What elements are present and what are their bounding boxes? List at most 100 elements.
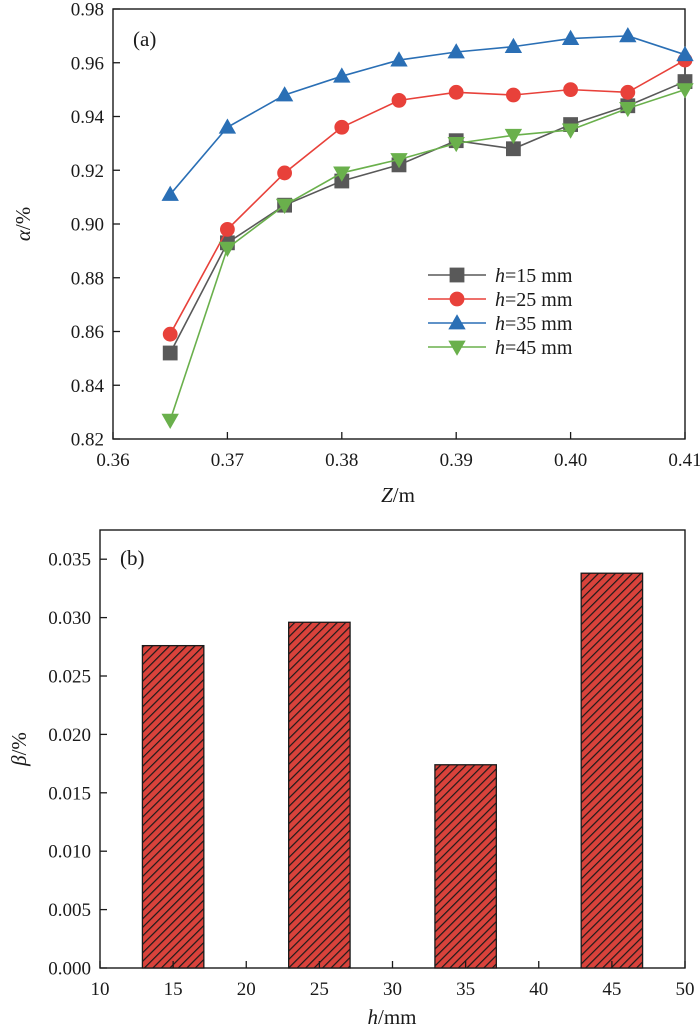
data-point-circle [219, 221, 235, 237]
data-point-circle [449, 291, 465, 307]
bar-h25 [288, 621, 351, 969]
y-tick-label-a: 0.98 [71, 0, 104, 21]
bar-h15 [141, 644, 205, 969]
x-axis-label-b-unit: /mm [378, 1005, 417, 1029]
legend-entry: h=15 mm [428, 265, 573, 287]
x-axis-ticks-b: 10 15 20 25 30 35 40 45 50 [91, 961, 695, 1000]
series-line [169, 59, 686, 335]
legend-label-var: h [495, 337, 505, 359]
data-point-triangle-down [561, 123, 580, 139]
legend-label: h=45 mm [495, 337, 573, 359]
legend-label-rest: =45 mm [505, 337, 573, 359]
x-axis-label-a-unit: /m [393, 483, 415, 507]
y-tick-label-a: 0.88 [71, 268, 104, 289]
data-point-triangle-down [218, 241, 237, 257]
legend-entry: h=25 mm [428, 289, 573, 311]
x-tick-label-a: 0.37 [211, 450, 244, 471]
data-point-triangle-down [448, 340, 466, 356]
series-line [169, 80, 686, 354]
x-tick-label-b: 45 [602, 979, 621, 1000]
legend-label-var: h [495, 265, 505, 287]
data-point-triangle-down [447, 136, 465, 153]
data-point-triangle-up [275, 86, 294, 102]
y-tick-label-a: 0.96 [71, 53, 104, 74]
y-tick-label-b: 0.005 [48, 900, 91, 921]
data-point-square [162, 345, 178, 361]
data-point-triangle-up [390, 51, 408, 67]
legend-label-rest: =25 mm [505, 289, 573, 311]
y-tick-label-a: 0.92 [71, 161, 104, 182]
x-axis-label-a-var: Z [381, 483, 393, 507]
data-point-triangle-down [161, 413, 179, 429]
data-point-triangle-up [448, 314, 466, 330]
line-chart-panel-a: (a) 0.82 0.84 0.86 0.88 0.90 0.92 0.94 0.96 0.98… [11, 0, 700, 507]
x-tick-label-a: 0.41 [668, 450, 700, 471]
bars-b [141, 572, 644, 969]
x-tick-label-b: 35 [456, 979, 475, 1000]
data-point-circle [448, 84, 464, 100]
data-point-triangle-up [619, 27, 637, 43]
x-tick-label-b: 30 [383, 979, 402, 1000]
y-axis-label-a-var: α [11, 229, 35, 241]
series-45mm [161, 83, 694, 429]
series-25mm [162, 52, 693, 342]
data-point-triangle-down [333, 166, 351, 182]
x-tick-label-b: 20 [237, 979, 256, 1000]
y-axis-label-b-var: β [7, 755, 31, 767]
y-tick-label-a: 0.82 [71, 430, 104, 451]
x-tick-label-b: 25 [310, 979, 329, 1000]
data-point-circle [391, 92, 407, 108]
x-tick-label-a: 0.40 [554, 450, 587, 471]
data-point-circle [620, 84, 636, 100]
bar-chart-panel-b: (b) 0.0000.0050.0100.0150.0200.0250.0300… [7, 529, 695, 1029]
y-tick-label-b: 0.015 [48, 783, 91, 804]
data-point-triangle-down [504, 128, 523, 145]
legend-label-rest: =35 mm [505, 313, 573, 335]
y-tick-label-b: 0.025 [48, 667, 91, 688]
x-tick-label-b: 40 [529, 979, 548, 1000]
x-axis-ticks-a: 0.36 0.37 0.38 0.39 0.40 0.41 [96, 432, 700, 471]
y-tick-label-b: 0.035 [48, 550, 91, 571]
series-line [169, 35, 686, 195]
x-tick-label-a: 0.36 [96, 450, 129, 471]
legend-label-var: h [495, 289, 505, 311]
data-point-circle [277, 165, 293, 181]
data-point-circle [506, 87, 521, 103]
bar-h35 [434, 764, 497, 969]
x-tick-label-b: 15 [164, 979, 183, 1000]
y-tick-label-b: 0.010 [48, 842, 91, 863]
legend-a: h=15 mmh=25 mmh=35 mmh=45 mm [428, 265, 573, 359]
legend-label: h=25 mm [495, 289, 573, 311]
data-point-triangle-up [447, 43, 465, 59]
legend-label: h=35 mm [495, 313, 573, 335]
y-tick-label-b: 0.030 [48, 608, 91, 629]
y-tick-label-b: 0.020 [48, 725, 91, 746]
data-point-circle [162, 326, 178, 342]
y-axis-label-b: β/% [7, 732, 31, 767]
y-tick-label-a: 0.86 [71, 322, 104, 343]
data-point-triangle-up [676, 45, 694, 62]
data-point-triangle-up [161, 185, 179, 201]
y-tick-label-b: 0.000 [48, 959, 91, 980]
x-tick-label-b: 50 [676, 979, 695, 1000]
y-tick-label-a: 0.84 [71, 376, 105, 397]
data-point-circle [334, 119, 350, 135]
data-point-triangle-up [504, 37, 523, 54]
data-point-triangle-down [619, 102, 637, 118]
data-point-square [449, 267, 465, 283]
y-tick-label-a: 0.90 [71, 215, 104, 236]
series-line [169, 88, 686, 421]
legend-entry: h=45 mm [428, 337, 573, 359]
x-axis-label-b: h/mm [367, 1005, 416, 1029]
panel-label-b: (b) [120, 546, 145, 570]
y-axis-ticks-b: 0.000 0.005 0.010 0.015 0.020 0.025 0.030 0.035 [48, 550, 107, 980]
data-point-circle [563, 82, 578, 98]
data-point-triangle-up [333, 67, 351, 83]
panel-label-a: (a) [133, 27, 156, 51]
data-point-triangle-down [275, 198, 294, 214]
data-point-triangle-down [676, 83, 694, 99]
x-axis-label-b-var: h [367, 1005, 378, 1029]
legend-label: h=15 mm [495, 265, 573, 287]
data-point-triangle-down [390, 153, 408, 169]
